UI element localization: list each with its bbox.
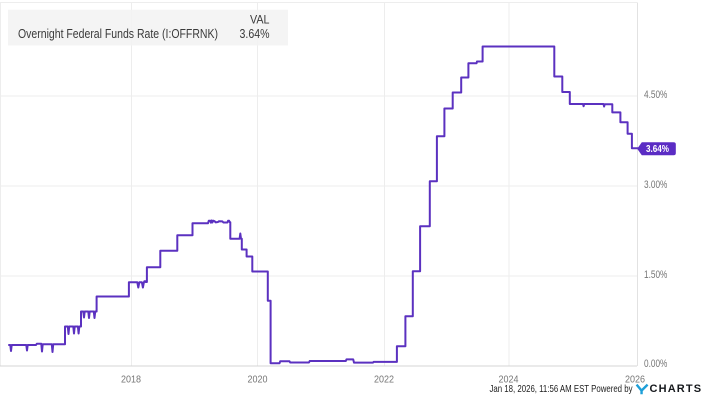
svg-text:3.64%: 3.64% [240,26,270,41]
svg-text:2018: 2018 [121,373,141,385]
svg-text:2022: 2022 [374,373,394,385]
svg-text:2026: 2026 [625,373,645,385]
svg-text:2020: 2020 [248,373,268,385]
svg-text:3.00%: 3.00% [644,179,668,191]
svg-text:0.00%: 0.00% [644,358,668,370]
svg-text:Jan 18, 2026, 11:56 AM EST Pow: Jan 18, 2026, 11:56 AM EST Powered by [490,384,634,395]
svg-text:1.50%: 1.50% [644,269,668,281]
svg-text:Overnight Federal Funds Rate (: Overnight Federal Funds Rate (I:OFFRNK) [18,26,218,41]
svg-text:3.64%: 3.64% [646,144,669,155]
svg-text:2024: 2024 [499,373,519,385]
svg-text:VAL: VAL [250,15,270,27]
svg-text:4.50%: 4.50% [644,89,668,101]
svg-text:CHARTS: CHARTS [650,383,703,395]
